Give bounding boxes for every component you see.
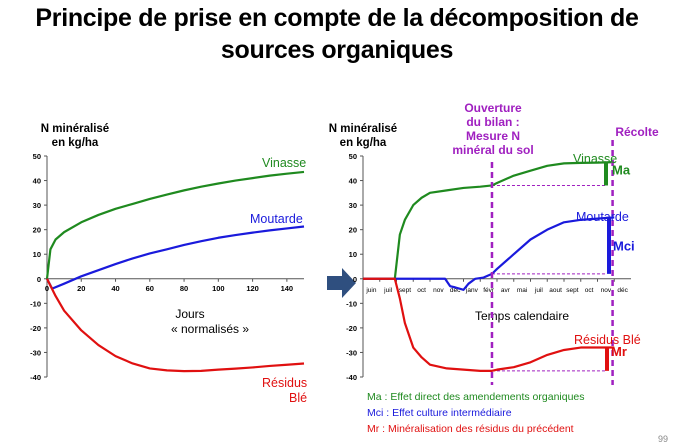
left-xtick-label: 40 <box>111 284 119 293</box>
right-chart-ylabel: N minéralisé en kg/ha <box>308 122 418 150</box>
left-xtick-label: 100 <box>212 284 225 293</box>
slide-title-line-1: Principe de prise en compte de la décomp… <box>35 4 639 32</box>
right-label-residus: Résidus Blé <box>574 333 641 347</box>
left-ytick-label: 40 <box>33 177 41 186</box>
recolte-label: Récolte <box>615 125 659 139</box>
right-xtick-label: déc <box>617 287 628 294</box>
right-xtick-label: aout <box>549 287 562 294</box>
left-xtick-label: 20 <box>77 284 85 293</box>
right-xlabel: Temps calendaire <box>475 309 569 323</box>
left-xtick-label: 140 <box>281 284 294 293</box>
right-ytick-label: -30 <box>346 348 357 357</box>
slide-title-line-2: sources organiques <box>220 36 454 64</box>
left-chart-ylabel: N minéralisé en kg/ha <box>20 122 130 150</box>
right-xtick-label: juin <box>365 287 377 294</box>
left-label-residus-line-1: Résidus <box>262 376 307 390</box>
right-xtick-label: janv <box>465 287 479 294</box>
left-label-residus-line-2: Blé <box>289 391 307 405</box>
left-ytick-label: 10 <box>33 250 41 259</box>
right-ytick-label: 30 <box>349 201 357 210</box>
right-series-line-0 <box>363 161 615 280</box>
left-xlabel-line-1: Jours <box>175 307 204 321</box>
left-series-line-2 <box>46 278 305 373</box>
left-ytick-label: 30 <box>33 201 41 210</box>
left-label-moutarde: Moutarde <box>250 212 303 226</box>
left-ytick-label: 0 <box>37 275 41 284</box>
legend-mr: Mr : Minéralisation des résidus du précé… <box>367 423 574 435</box>
ouverture-line-2: du bilan : <box>466 115 519 129</box>
ouverture-line-4: minéral du sol <box>452 143 533 157</box>
right-xtick-label: déc <box>450 287 461 294</box>
left-ytick-label: -10 <box>30 299 41 308</box>
left-series-line-1 <box>46 225 305 290</box>
left-xtick-label: 0 <box>45 284 49 293</box>
right-xtick-label: nov <box>433 287 444 294</box>
legend-mci: Mci : Effet culture intermédiaire <box>367 407 512 419</box>
right-label-moutarde: Moutarde <box>576 210 629 224</box>
right-ytick-label: -10 <box>346 299 357 308</box>
ouverture-line-3: Mesure N <box>466 129 520 143</box>
ma-label: Ma <box>612 162 631 177</box>
right-ytick-label: -40 <box>346 373 357 382</box>
left-ylabel-line-1: N minéralisé <box>40 123 110 135</box>
right-ytick-label: -20 <box>346 324 357 333</box>
legend-ma: Ma : Effet direct des amendements organi… <box>367 391 585 403</box>
right-ytick-label: 50 <box>349 152 357 161</box>
right-xtick-label: nov <box>601 287 612 294</box>
left-label-vinasse: Vinasse <box>262 156 306 170</box>
left-ylabel-line-2: en kg/ha <box>51 137 99 149</box>
left-ytick-label: -20 <box>30 324 41 333</box>
right-xtick-label: févr <box>483 287 495 294</box>
mci-label: Mci <box>613 239 635 254</box>
right-xtick-label: sept <box>566 287 578 294</box>
transition-arrow <box>327 268 356 298</box>
left-ytick-label: -30 <box>30 348 41 357</box>
right-ytick-label: 20 <box>349 226 357 235</box>
left-ytick-label: 20 <box>33 226 41 235</box>
page-number: 99 <box>657 434 668 444</box>
right-ytick-label: 0 <box>353 275 357 284</box>
right-xtick-label: juil <box>534 287 544 294</box>
right-ylabel-line-2: en kg/ha <box>339 137 387 149</box>
left-series-line-0 <box>45 170 305 279</box>
left-ytick-label: -40 <box>30 373 41 382</box>
right-xtick-label: avr <box>501 287 511 294</box>
right-ylabel-line-1: N minéralisé <box>328 123 398 135</box>
right-xtick-label: oct <box>585 287 594 294</box>
left-xlabel-line-2: « normalisés » <box>171 322 249 336</box>
right-xtick-label: sept <box>399 287 411 294</box>
right-xtick-label: mai <box>517 287 527 294</box>
right-xtick-label: oct <box>417 287 426 294</box>
right-series-line-2 <box>363 277 615 372</box>
left-xtick-label: 120 <box>246 284 259 293</box>
left-xtick-label: 60 <box>146 284 154 293</box>
ouverture-line-1: Ouverture <box>464 101 522 115</box>
right-label-vinasse: Vinasse <box>573 152 617 166</box>
right-xtick-label: juil <box>383 287 393 294</box>
left-ytick-label: 50 <box>33 152 41 161</box>
right-ytick-label: 10 <box>349 250 357 259</box>
right-ytick-label: 40 <box>349 177 357 186</box>
left-xtick-label: 80 <box>180 284 188 293</box>
mr-label: Mr <box>611 344 627 359</box>
